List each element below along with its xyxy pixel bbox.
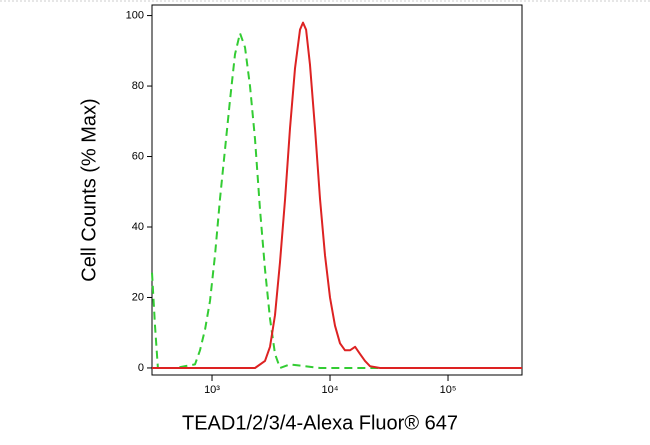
y-axis-title: Cell Counts (% Max) [78, 98, 100, 281]
x-tick-label: 10⁵ [440, 384, 457, 396]
plot-frame [151, 4, 523, 376]
histogram-line [151, 32, 522, 369]
y-tick-label: 100 [126, 9, 144, 21]
y-tick-label: 80 [132, 80, 144, 92]
x-axis-title: TEAD1/2/3/4-Alexa Fluor® 647 [182, 412, 458, 434]
x-tick-label: 10⁴ [322, 384, 339, 396]
y-tick-label: 40 [132, 221, 144, 233]
y-tick-label: 20 [132, 291, 144, 303]
y-tick-label: 60 [132, 150, 144, 162]
x-tick-label: 10³ [204, 384, 220, 396]
y-tick-label: 0 [138, 362, 144, 374]
histogram-line [152, 21, 522, 369]
